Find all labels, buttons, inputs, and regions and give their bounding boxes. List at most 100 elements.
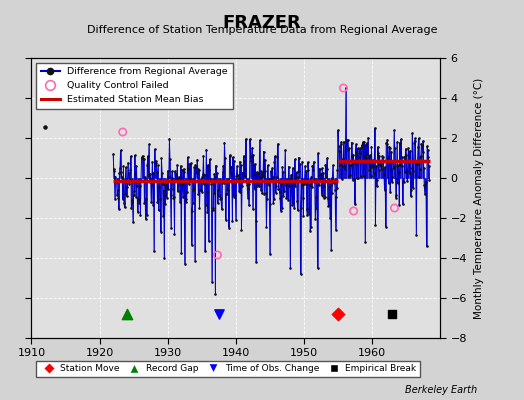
- Point: [366, 152, 374, 158]
- Point: [324, 195, 332, 201]
- Point: [334, 311, 342, 317]
- Point: [404, 145, 412, 152]
- Point: [367, 144, 376, 150]
- Point: [261, 190, 270, 196]
- Point: [370, 158, 378, 164]
- Point: [381, 224, 390, 230]
- Point: [223, 191, 231, 198]
- Point: [244, 194, 252, 201]
- Point: [164, 186, 172, 192]
- Point: [267, 177, 276, 184]
- Point: [304, 159, 312, 165]
- Point: [165, 174, 173, 180]
- Point: [282, 195, 290, 202]
- Point: [158, 170, 166, 176]
- Point: [395, 169, 403, 175]
- Point: [264, 162, 272, 168]
- Point: [290, 178, 298, 185]
- Point: [171, 177, 180, 183]
- Point: [364, 135, 372, 141]
- Point: [322, 174, 330, 181]
- Point: [174, 188, 182, 194]
- Point: [318, 165, 326, 172]
- Point: [129, 192, 138, 198]
- Point: [259, 148, 268, 155]
- Point: [166, 192, 174, 199]
- Point: [323, 155, 331, 161]
- Point: [253, 183, 261, 189]
- Point: [218, 180, 226, 186]
- Point: [122, 179, 130, 186]
- Point: [182, 196, 190, 202]
- Point: [147, 199, 156, 205]
- Point: [328, 175, 336, 181]
- Point: [230, 193, 238, 200]
- Point: [211, 291, 220, 297]
- Point: [117, 168, 125, 175]
- Point: [221, 155, 229, 161]
- Point: [188, 208, 196, 214]
- Point: [286, 265, 294, 271]
- Point: [423, 146, 432, 153]
- Point: [334, 127, 342, 134]
- Point: [136, 182, 144, 189]
- Point: [295, 168, 303, 174]
- Point: [422, 243, 431, 250]
- Point: [138, 152, 147, 159]
- Point: [353, 152, 362, 158]
- Point: [405, 153, 413, 159]
- Point: [339, 85, 347, 91]
- Point: [216, 196, 225, 203]
- Point: [145, 179, 154, 186]
- Point: [132, 194, 140, 200]
- Point: [269, 200, 278, 206]
- Point: [110, 166, 118, 173]
- Point: [156, 195, 165, 202]
- Point: [391, 162, 399, 169]
- Point: [247, 152, 256, 159]
- Point: [233, 163, 241, 170]
- Point: [383, 136, 391, 143]
- Point: [154, 162, 162, 168]
- Point: [222, 191, 231, 197]
- Point: [152, 160, 160, 166]
- Point: [199, 153, 208, 159]
- Point: [145, 141, 153, 148]
- Point: [385, 144, 394, 150]
- Point: [203, 189, 211, 195]
- Point: [179, 194, 187, 200]
- Point: [293, 198, 301, 204]
- Point: [379, 159, 388, 166]
- Point: [340, 159, 348, 165]
- Point: [41, 124, 49, 130]
- Point: [227, 179, 236, 185]
- Point: [137, 177, 145, 183]
- Point: [212, 177, 221, 183]
- Point: [343, 137, 351, 143]
- Point: [276, 194, 285, 201]
- Point: [272, 183, 280, 190]
- Point: [299, 213, 308, 220]
- Point: [128, 197, 136, 204]
- Point: [320, 183, 328, 190]
- Point: [112, 178, 120, 184]
- Point: [203, 209, 212, 215]
- Point: [413, 161, 421, 168]
- Point: [339, 156, 347, 162]
- Point: [287, 172, 296, 178]
- Point: [419, 138, 428, 144]
- Point: [288, 202, 296, 208]
- Point: [350, 176, 358, 182]
- Point: [241, 166, 249, 173]
- Point: [127, 153, 135, 160]
- Point: [237, 162, 245, 168]
- Point: [339, 163, 347, 169]
- Point: [143, 162, 151, 168]
- Point: [157, 228, 165, 235]
- Point: [380, 170, 388, 177]
- Point: [174, 176, 183, 182]
- Point: [311, 216, 320, 222]
- Point: [225, 152, 234, 159]
- Point: [232, 172, 241, 179]
- Point: [409, 168, 418, 174]
